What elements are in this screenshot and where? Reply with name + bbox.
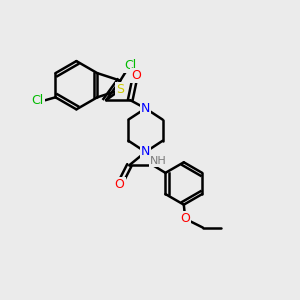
Text: NH: NH — [150, 156, 166, 166]
Text: O: O — [115, 178, 124, 191]
Text: Cl: Cl — [124, 59, 137, 72]
Text: O: O — [131, 69, 141, 82]
Text: N: N — [141, 146, 150, 158]
Text: S: S — [116, 83, 124, 96]
Text: O: O — [180, 212, 190, 225]
Text: Cl: Cl — [32, 94, 44, 107]
Text: N: N — [141, 102, 150, 115]
